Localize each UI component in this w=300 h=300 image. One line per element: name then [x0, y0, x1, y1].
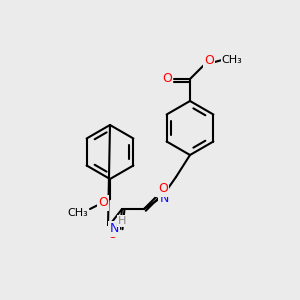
Text: CH₃: CH₃	[68, 208, 88, 218]
Text: O: O	[107, 227, 117, 241]
Text: H: H	[156, 186, 164, 196]
Text: O: O	[204, 53, 214, 67]
Text: CH₃: CH₃	[222, 55, 242, 65]
Text: N: N	[159, 193, 169, 206]
Text: O: O	[162, 73, 172, 85]
Text: N: N	[109, 223, 119, 236]
Text: O: O	[98, 196, 108, 209]
Text: H: H	[118, 216, 126, 226]
Text: O: O	[158, 182, 168, 196]
